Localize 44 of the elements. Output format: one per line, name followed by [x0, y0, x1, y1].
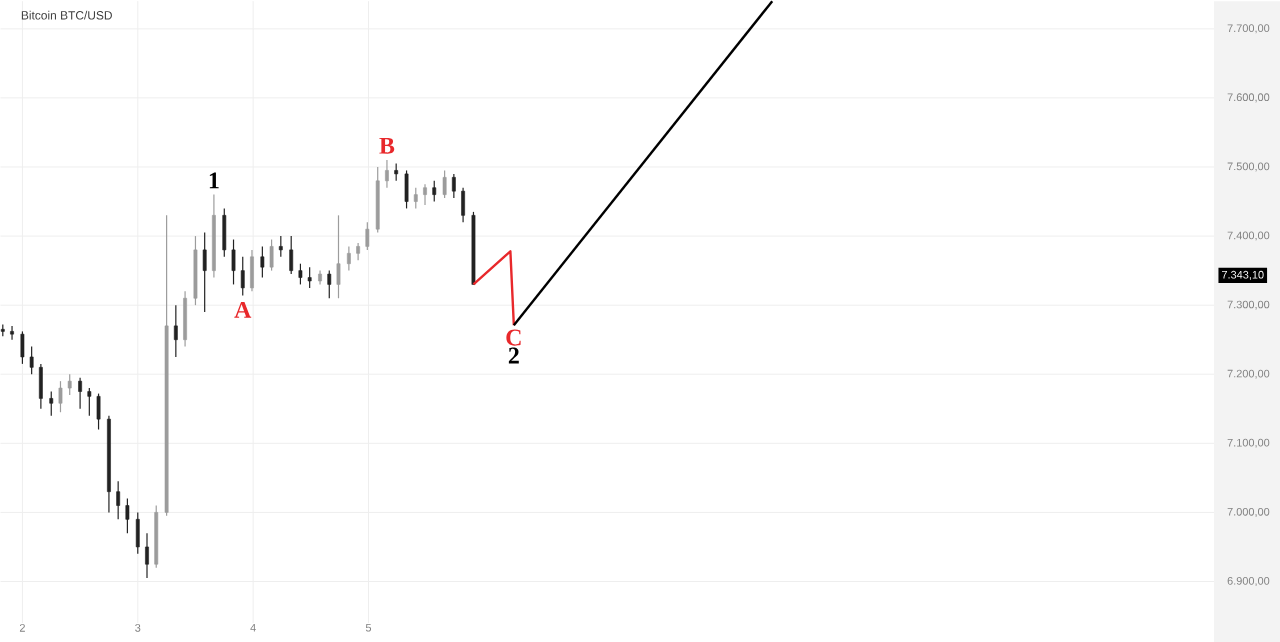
candlestick — [442, 169, 447, 199]
candlestick — [87, 386, 92, 416]
candlestick — [38, 362, 43, 409]
candlestick — [250, 248, 254, 292]
candlestick — [327, 269, 332, 299]
candlestick — [385, 159, 389, 188]
candlestick — [365, 221, 370, 251]
candlestick — [346, 245, 351, 271]
candlestick — [58, 380, 63, 413]
candlestick — [20, 330, 25, 365]
candlestick — [260, 245, 265, 278]
annotation: A — [234, 301, 252, 318]
candlestick — [125, 497, 130, 534]
candlestick — [78, 376, 82, 409]
candlestick — [289, 235, 294, 275]
candlestick — [96, 392, 101, 430]
candlestick — [269, 238, 274, 271]
candlestick — [10, 324, 14, 340]
candlestick — [49, 390, 54, 416]
candlestick — [336, 214, 341, 299]
candlestick — [231, 238, 236, 285]
candlestick — [451, 172, 456, 199]
candlestick — [404, 169, 409, 209]
candlestick — [135, 511, 140, 554]
annotation: 1 — [209, 171, 219, 188]
candlestick — [29, 345, 34, 375]
candlestick — [413, 186, 418, 209]
candlestick — [278, 235, 283, 257]
candlestick — [240, 255, 245, 296]
candlestick — [173, 304, 178, 358]
candlestick — [222, 207, 227, 257]
candlestick — [67, 373, 72, 396]
annotation: 2 — [508, 347, 519, 363]
candlestick — [183, 290, 187, 347]
annotation: B — [379, 137, 395, 154]
candlestick — [423, 183, 427, 206]
candlestick — [432, 179, 437, 202]
candlestick — [116, 480, 121, 520]
candlestick — [202, 231, 207, 313]
candlestick — [145, 532, 149, 579]
candlestick — [307, 266, 312, 289]
candlestick — [298, 262, 303, 285]
annotation: C — [506, 329, 521, 346]
candlestick — [461, 186, 465, 223]
